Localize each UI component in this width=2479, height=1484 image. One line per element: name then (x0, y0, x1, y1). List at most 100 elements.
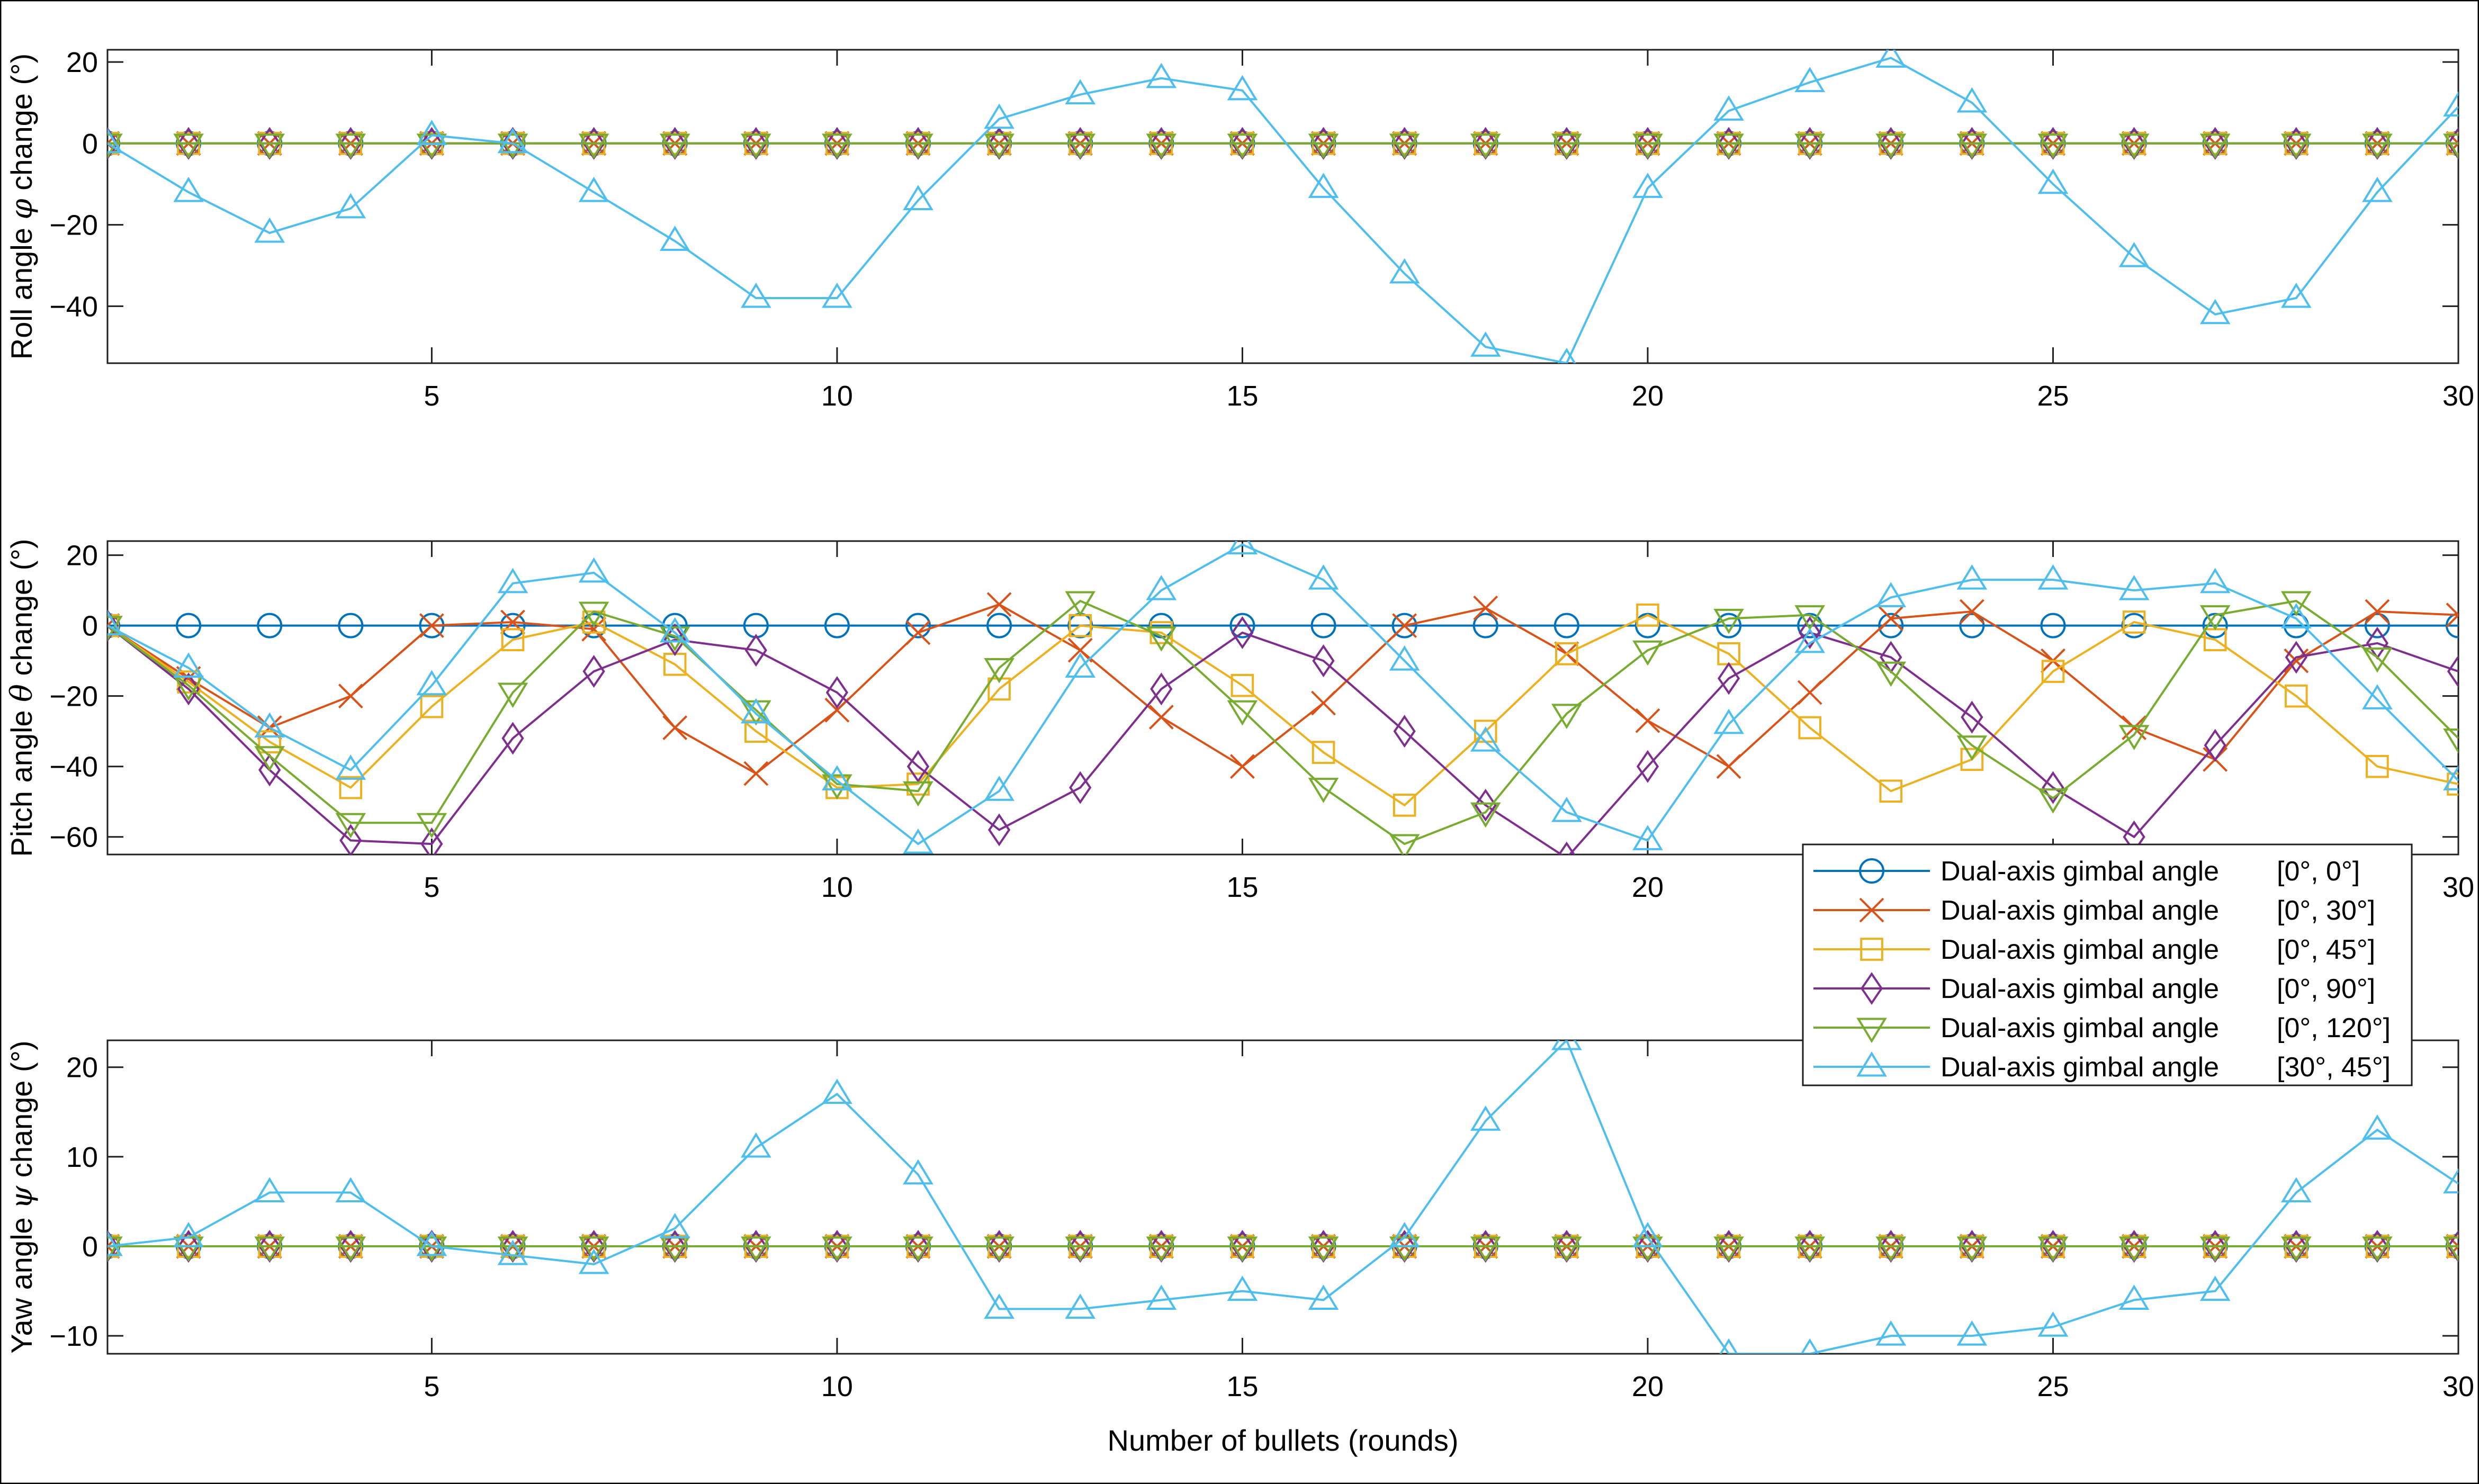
yaw-series-5-point-6 (497, 1239, 528, 1265)
roll-ytick-label-3: 20 (66, 47, 98, 78)
yaw-series-5-point-24 (1956, 1320, 1988, 1346)
pitch-series-5-point-8 (659, 617, 690, 643)
yaw-series-4-point-11 (903, 1236, 933, 1262)
pitch-series-3-point-19 (1558, 841, 1576, 855)
yaw-ylabel: Yaw angle ψ change (°) (5, 1040, 39, 1353)
pitch-series-0-point-24 (1959, 613, 1985, 638)
roll-series-5-point-3 (254, 217, 285, 243)
pitch-series-0-point-2 (176, 613, 202, 638)
yaw-series-4-point-22 (1794, 1236, 1826, 1262)
pitch-series-0-point-11 (905, 613, 931, 638)
pitch-series-2-point-25 (2041, 660, 2065, 683)
pitch-series-4-point-22 (1794, 605, 1826, 631)
roll-series-4-point-25 (2037, 133, 2069, 159)
pitch-series-4-point-25 (2037, 788, 2069, 814)
pitch-series-1-point-29 (2365, 599, 2390, 624)
pitch-series-2-point-19 (1555, 642, 1578, 665)
pitch-series-0-point-23 (1878, 613, 1904, 638)
pitch-ytick-label-3: 0 (82, 610, 98, 642)
roll-series-4-point-13 (1065, 133, 1096, 159)
yaw-ytick-label-2: 10 (66, 1141, 98, 1173)
pitch-series-3-point-20 (1636, 750, 1659, 783)
pitch-series-3-point-6 (501, 722, 524, 755)
yaw-series-4 (107, 1236, 2458, 1262)
yaw-xtick-label-1: 10 (821, 1371, 853, 1402)
pitch-series-1-point-11 (905, 620, 931, 645)
pitch-series-5-point-5 (416, 670, 447, 696)
pitch-series-2-point-11 (906, 772, 930, 796)
legend-entry-3-marker (1860, 972, 1883, 1005)
yaw-series-4-point-24 (1956, 1236, 1988, 1262)
roll-series-4-point-14 (1146, 133, 1177, 159)
yaw-series-5-point-20 (1632, 1221, 1663, 1247)
roll-series-4-point-18 (1470, 133, 1501, 159)
yaw-series-4-point-7 (578, 1236, 609, 1262)
pitch-series-3-point-17 (1393, 715, 1416, 748)
pitch-series-2-point-22 (1798, 716, 1821, 740)
pitch-series-4-point-20 (1632, 640, 1663, 666)
yaw-series-5-point-16 (1308, 1284, 1339, 1310)
roll-plot-area (107, 50, 2458, 363)
pitch-series-0-point-25 (2040, 613, 2066, 638)
roll-series-4-point-2 (173, 133, 204, 159)
roll-xtick-label-0: 5 (424, 380, 439, 412)
pitch-series-1-point-22 (1797, 680, 1822, 705)
roll-series-4-point-20 (1632, 133, 1663, 159)
pitch-series-0-point-22 (1797, 613, 1823, 638)
pitch-series-3-point-21 (1717, 662, 1740, 695)
pitch-series-3-point-14 (1150, 672, 1173, 706)
pitch-xtick-label-0: 5 (424, 871, 439, 903)
pitch-series-5-point-10 (822, 765, 852, 790)
pitch-xtick-label-5: 30 (2442, 871, 2474, 903)
pitch-series-5-point-14 (1146, 574, 1177, 600)
pitch-series-5-point-18 (1470, 726, 1501, 752)
pitch-series-0-point-4 (338, 613, 364, 638)
pitch-series-4-point-13 (1065, 591, 1096, 617)
yaw-series-5-point-12 (984, 1293, 1014, 1319)
pitch-series-5-point-7 (578, 557, 609, 583)
roll-ylabel: Roll angle φ change (°) (5, 53, 39, 359)
pitch-series-3-point-28 (2285, 641, 2307, 674)
pitch-series-3-point-1 (107, 609, 119, 642)
pitch-series-3-point-9 (744, 634, 767, 667)
yaw-ytick-label-3: 20 (66, 1052, 98, 1084)
pitch-series-4-point-11 (903, 781, 933, 807)
roll-series-5-point-8 (659, 226, 690, 251)
yaw-series-5-point-28 (2280, 1177, 2312, 1203)
yaw-series-5-point-14 (1146, 1284, 1177, 1310)
roll-series-5-point-18 (1470, 331, 1501, 357)
pitch-series-4-line (107, 599, 2458, 846)
pitch-plot-area (107, 541, 2458, 855)
legend: Dual-axis gimbal angle [0°, 0°] Dual-axis … (1802, 843, 2413, 1086)
pitch-xtick-label-3: 20 (1632, 871, 1664, 903)
pitch-series-0-point-17 (1391, 613, 1417, 638)
roll-ytick-label-2: 0 (82, 128, 98, 160)
pitch-series-2-line (107, 614, 2458, 807)
pitch-series-2-point-24 (1960, 748, 1984, 771)
yaw-xtick-label-3: 20 (1632, 1371, 1664, 1402)
yaw-series-4-point-28 (2280, 1236, 2312, 1262)
pitch-series-4-point-29 (2362, 647, 2393, 673)
roll-ticks: −40 −20 0 20 5 10 15 20 25 30 (49, 47, 2474, 412)
pitch-series-3-point-15 (1231, 616, 1254, 650)
roll-series-5-point-26 (2118, 241, 2150, 267)
roll-xtick-label-3: 20 (1632, 380, 1664, 412)
pitch-series-0-point-19 (1553, 613, 1579, 638)
pitch-series-2-point-29 (2366, 754, 2389, 778)
roll-series-4-point-28 (2280, 133, 2312, 159)
yaw-series-3-point-30 (2447, 1229, 2458, 1263)
pitch-series-5-point-30 (2443, 765, 2458, 790)
pitch-series-5-point-20 (1632, 825, 1663, 850)
pitch-series-4-point-14 (1146, 626, 1177, 652)
roll-ytick-label-1: −20 (49, 210, 98, 241)
yaw-series-5-point-1 (107, 1230, 123, 1256)
roll-series-4-point-15 (1227, 133, 1258, 159)
pitch-series-5-point-3 (254, 712, 285, 738)
pitch-series-3-point-12 (988, 813, 1011, 847)
roll-series-4-point-8 (659, 133, 690, 159)
pitch-ytick-label-2: −20 (49, 681, 98, 713)
pitch-series-0-point-12 (986, 613, 1012, 638)
legend-entry-3-label: Dual-axis gimbal angle [0°, 90°] (1941, 974, 2375, 1004)
pitch-series-5-line (107, 543, 2458, 846)
